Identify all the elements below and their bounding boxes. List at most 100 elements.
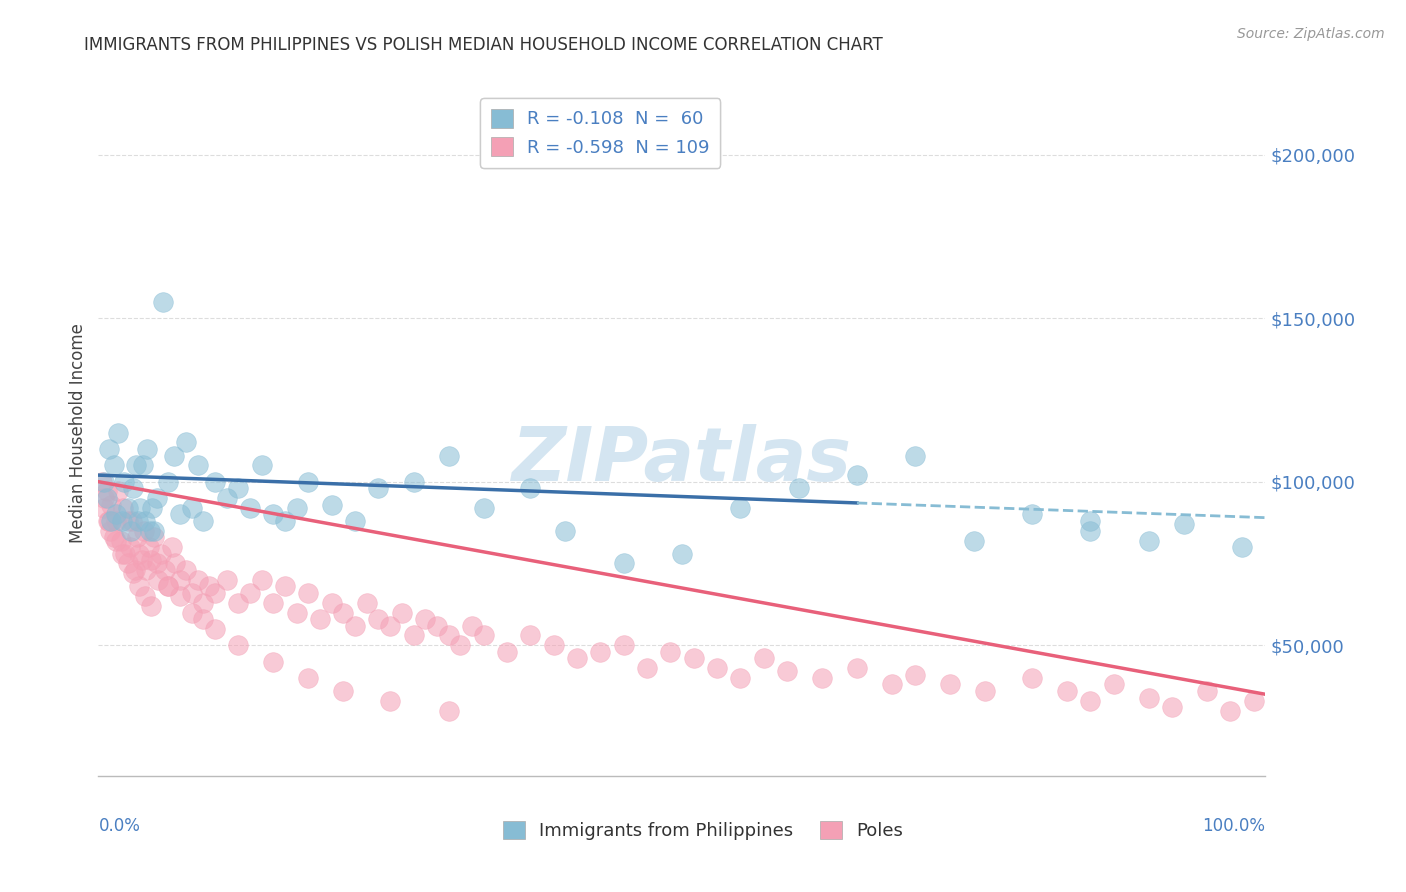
Point — [402, 475, 425, 489]
Point — [127, 514, 149, 528]
Point — [730, 500, 752, 515]
Text: 0.0%: 0.0% — [98, 817, 141, 835]
Point — [112, 475, 135, 489]
Point — [391, 606, 413, 620]
Point — [103, 530, 125, 544]
Point — [939, 677, 962, 691]
Point — [752, 651, 775, 665]
Point — [180, 586, 202, 600]
Point — [904, 667, 927, 681]
Point — [565, 651, 588, 665]
Point — [104, 508, 127, 522]
Point — [659, 645, 682, 659]
Point — [274, 579, 297, 593]
Point — [104, 533, 127, 548]
Point — [134, 589, 156, 603]
Point — [262, 596, 284, 610]
Point — [1137, 690, 1160, 705]
Point — [125, 458, 148, 473]
Point — [239, 500, 262, 515]
Point — [139, 599, 162, 613]
Point — [380, 618, 402, 632]
Point — [846, 468, 869, 483]
Point — [165, 557, 187, 571]
Point — [139, 524, 162, 538]
Point — [150, 547, 173, 561]
Point — [187, 458, 209, 473]
Point — [111, 500, 134, 515]
Point — [132, 458, 155, 473]
Point — [706, 661, 728, 675]
Point — [1080, 514, 1102, 528]
Point — [204, 622, 226, 636]
Point — [904, 449, 927, 463]
Point — [682, 651, 704, 665]
Text: IMMIGRANTS FROM PHILIPPINES VS POLISH MEDIAN HOUSEHOLD INCOME CORRELATION CHART: IMMIGRANTS FROM PHILIPPINES VS POLISH ME… — [84, 36, 883, 54]
Point — [671, 547, 693, 561]
Point — [128, 547, 150, 561]
Point — [461, 618, 484, 632]
Point — [472, 500, 495, 515]
Point — [160, 540, 183, 554]
Point — [121, 514, 143, 528]
Point — [124, 563, 146, 577]
Point — [344, 514, 367, 528]
Point — [589, 645, 612, 659]
Point — [367, 612, 389, 626]
Point — [1230, 540, 1253, 554]
Point — [1021, 671, 1043, 685]
Point — [198, 579, 221, 593]
Point — [131, 553, 153, 567]
Point — [380, 694, 402, 708]
Point — [215, 573, 238, 587]
Point — [114, 547, 136, 561]
Point — [97, 442, 120, 456]
Point — [846, 661, 869, 675]
Point — [274, 514, 297, 528]
Point — [143, 524, 166, 538]
Point — [787, 481, 810, 495]
Point — [543, 638, 565, 652]
Point — [104, 514, 127, 528]
Point — [321, 596, 343, 610]
Point — [129, 500, 152, 515]
Point — [146, 491, 169, 505]
Point — [215, 491, 238, 505]
Text: Source: ZipAtlas.com: Source: ZipAtlas.com — [1237, 27, 1385, 41]
Point — [332, 606, 354, 620]
Point — [111, 547, 134, 561]
Point — [204, 475, 226, 489]
Point — [157, 579, 180, 593]
Point — [97, 514, 120, 528]
Point — [141, 500, 163, 515]
Point — [344, 618, 367, 632]
Point — [332, 684, 354, 698]
Point — [285, 500, 308, 515]
Point — [117, 500, 139, 515]
Point — [111, 514, 134, 528]
Point — [97, 514, 120, 528]
Point — [250, 573, 273, 587]
Point — [472, 628, 495, 642]
Point — [228, 481, 250, 495]
Point — [107, 484, 129, 499]
Point — [1102, 677, 1125, 691]
Point — [136, 442, 159, 456]
Point — [297, 586, 319, 600]
Point — [110, 533, 132, 548]
Point — [1137, 533, 1160, 548]
Point — [297, 671, 319, 685]
Point — [96, 491, 118, 505]
Point — [93, 475, 115, 489]
Point — [974, 684, 997, 698]
Point — [139, 553, 162, 567]
Point — [180, 500, 202, 515]
Point — [120, 524, 142, 538]
Point — [356, 596, 378, 610]
Point — [146, 557, 169, 571]
Point — [636, 661, 658, 675]
Point — [1243, 694, 1265, 708]
Point — [367, 481, 389, 495]
Text: 100.0%: 100.0% — [1202, 817, 1265, 835]
Point — [122, 481, 145, 495]
